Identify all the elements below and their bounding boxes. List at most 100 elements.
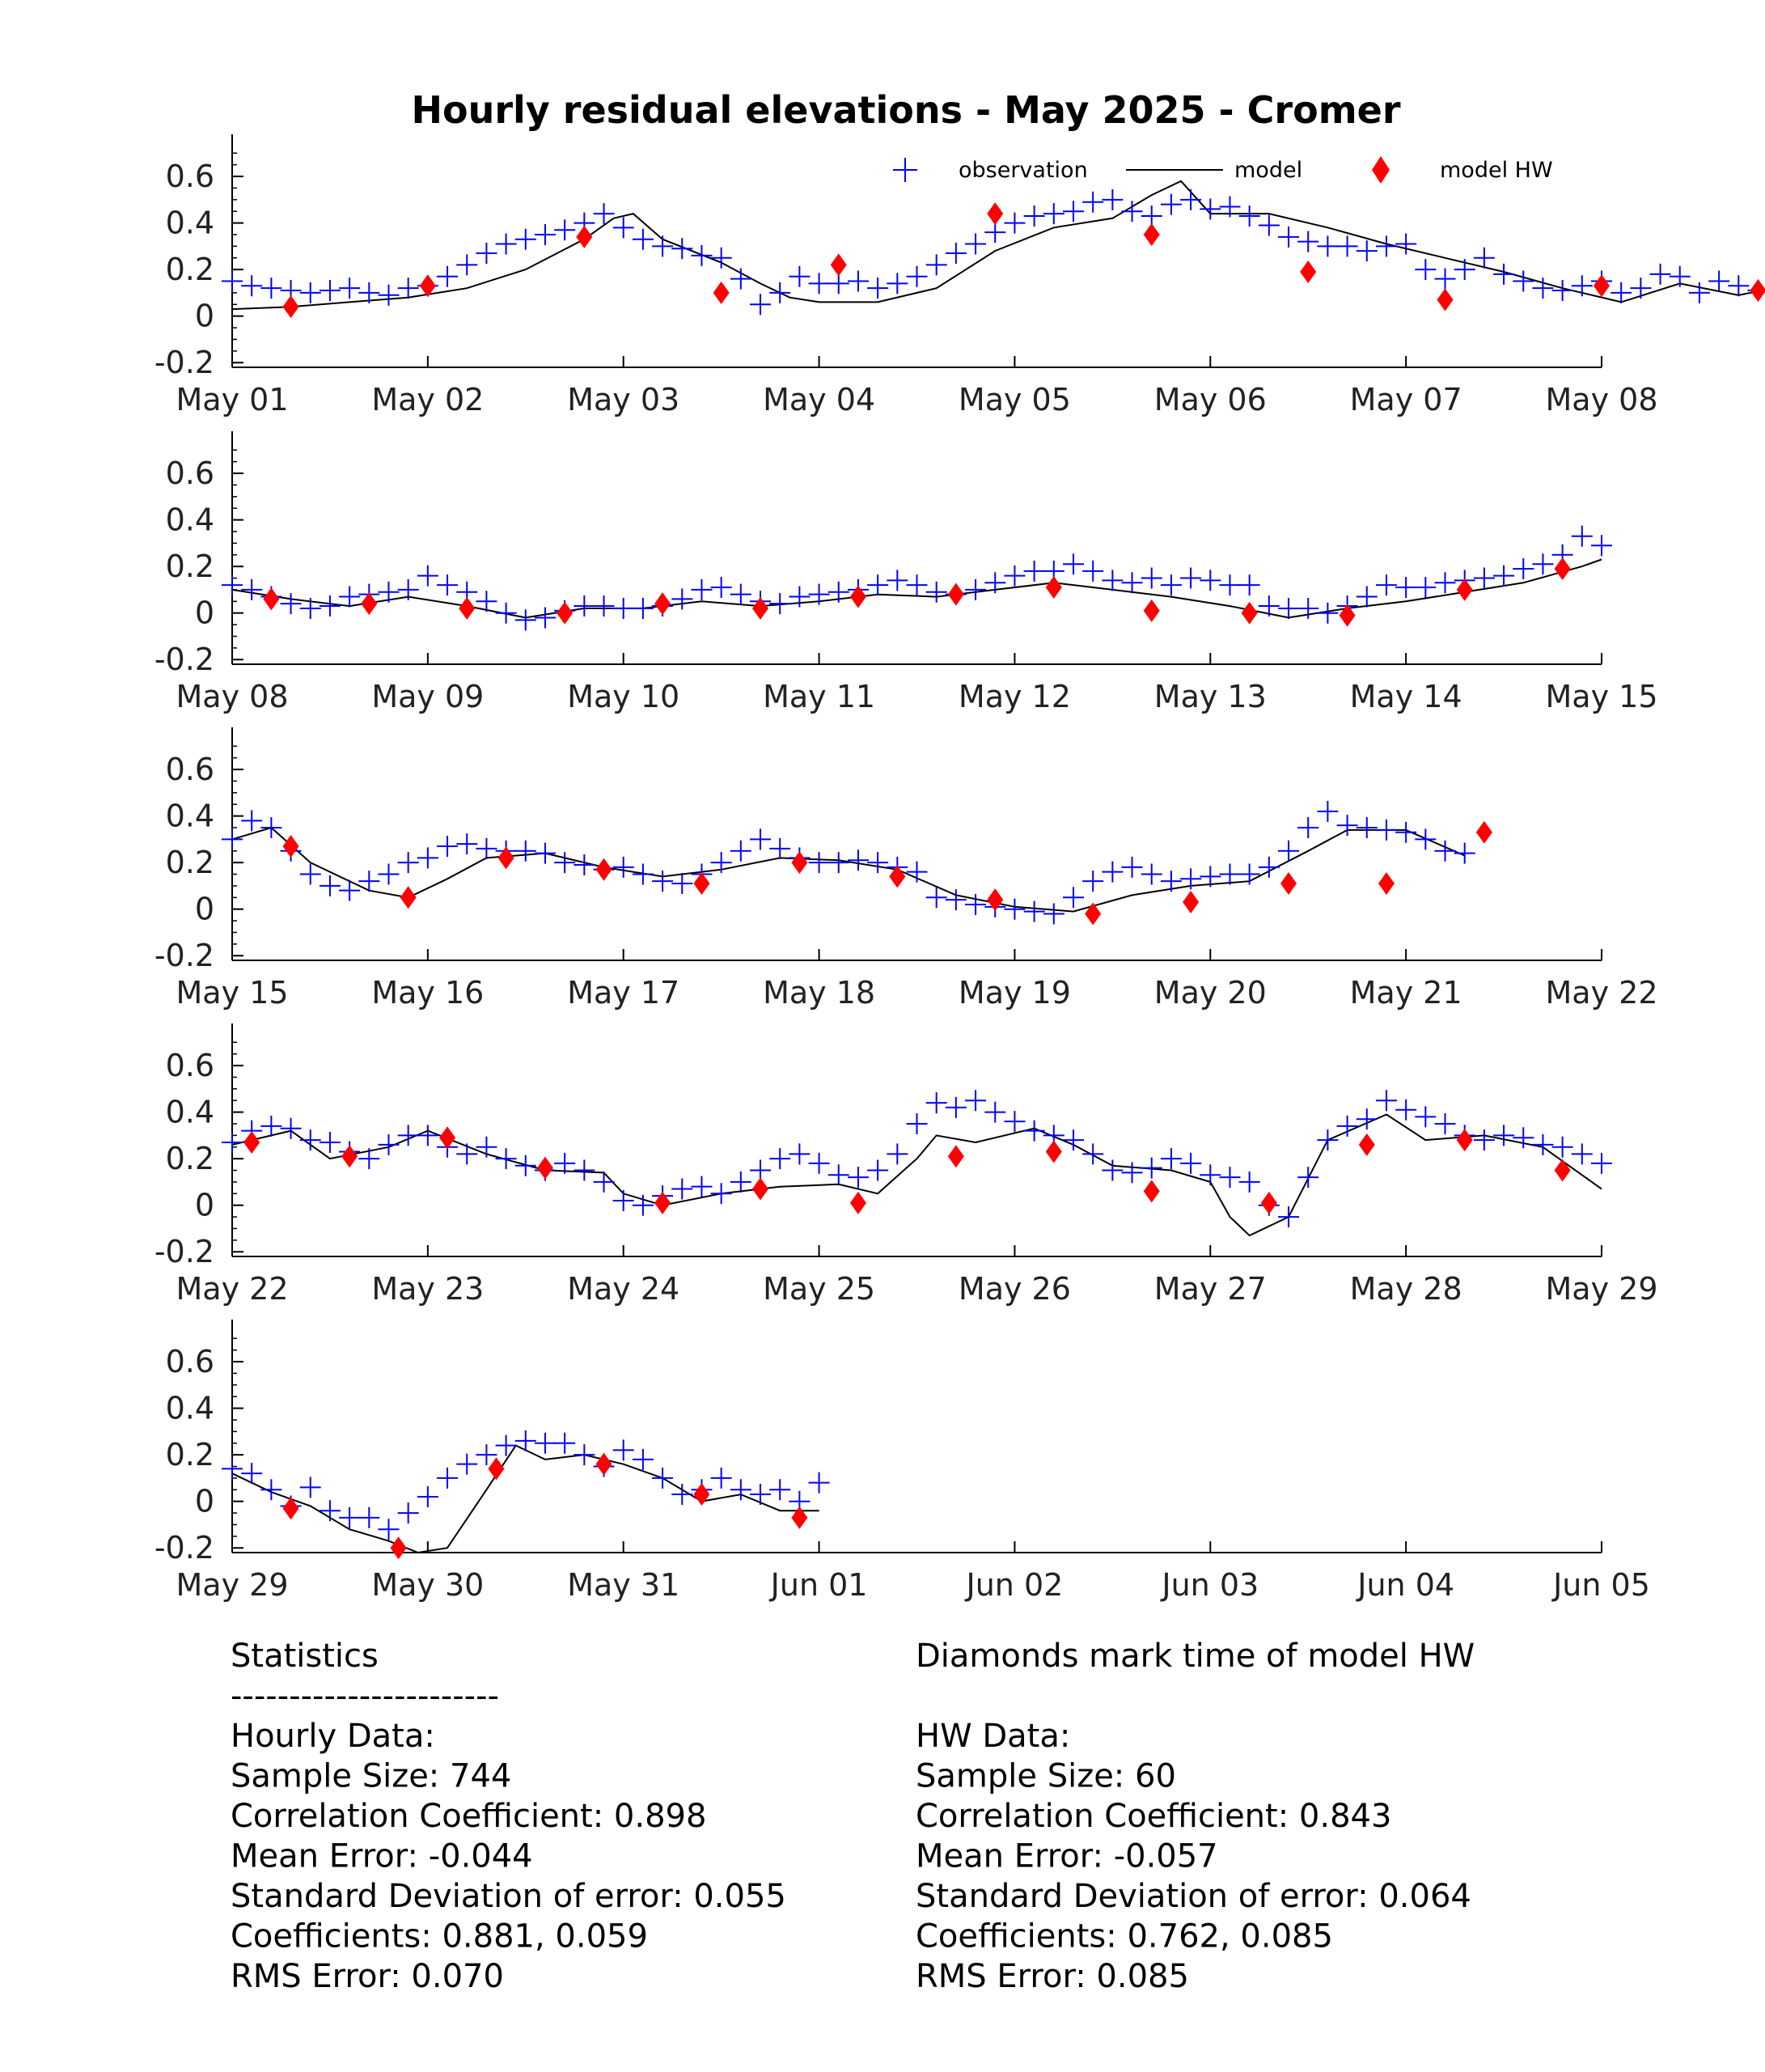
stats-line: -----------------------: [231, 1678, 499, 1715]
model-hw-point: [1183, 891, 1200, 914]
model-hw-point: [1554, 557, 1571, 581]
observation-point: [495, 1148, 517, 1170]
stats-line: Hourly Data:: [231, 1718, 435, 1755]
observation-point: [534, 1432, 556, 1454]
observation-point: [671, 873, 693, 895]
observation-point: [906, 861, 928, 883]
x-tick-label: Jun 02: [965, 1567, 1064, 1603]
observation-point: [691, 1176, 713, 1197]
x-tick-label: May 29: [176, 1567, 289, 1603]
observation-point: [1630, 278, 1652, 299]
observation-point: [260, 1115, 282, 1137]
model-hw-point: [830, 253, 847, 277]
stats-line: Coefficients: 0.762, 0.085: [916, 1918, 1333, 1955]
x-tick-label: May 22: [1546, 975, 1658, 1011]
observation-point: [495, 1434, 517, 1456]
x-tick-label: May 23: [371, 1271, 484, 1307]
observation-point: [260, 1479, 282, 1501]
observation-point: [730, 1479, 751, 1501]
model-hw-point: [1339, 604, 1356, 627]
observation-point: [378, 581, 400, 603]
observation-point: [945, 1096, 967, 1118]
observation-point: [1200, 1164, 1221, 1186]
observation-point: [847, 270, 869, 292]
observation-point: [319, 875, 341, 896]
y-tick-label: 0.2: [166, 1437, 214, 1472]
stats-line: Standard Deviation of error: 0.055: [231, 1878, 786, 1915]
x-tick-label: Jun 04: [1356, 1567, 1454, 1603]
observation-point: [358, 282, 380, 303]
y-tick-label: 0.2: [166, 1141, 214, 1176]
model-hw-point: [1456, 1129, 1473, 1152]
observation-point: [789, 586, 811, 608]
observation-point: [339, 879, 361, 901]
stats-line: Statistics: [231, 1638, 379, 1675]
chart-title: Hourly residual elevations - May 2025 - …: [411, 88, 1400, 132]
observation-point: [1375, 819, 1397, 841]
x-tick-label: May 25: [763, 1271, 875, 1307]
x-tick-label: Jun 05: [1551, 1567, 1650, 1603]
observation-point: [769, 1479, 791, 1501]
observation-point: [632, 1448, 654, 1470]
y-tick-label: 0.6: [166, 456, 214, 491]
observation-point: [554, 1432, 576, 1454]
observation-point: [867, 1159, 889, 1181]
observation-point: [612, 597, 634, 619]
observation-point: [417, 1485, 438, 1507]
observation-point: [769, 593, 791, 615]
x-tick-label: May 18: [763, 975, 875, 1011]
x-tick-label: Jun 03: [1160, 1567, 1259, 1603]
model-hw-point: [497, 846, 514, 870]
model-hw-point: [400, 886, 417, 909]
observation-point: [671, 588, 693, 610]
observation-point: [1415, 259, 1437, 281]
observation-point: [1473, 567, 1495, 589]
observation-point: [730, 268, 751, 290]
x-tick-label: May 03: [567, 382, 679, 417]
observation-point: [319, 1500, 341, 1522]
observation-point: [574, 1444, 595, 1466]
y-tick-label: 0: [195, 595, 214, 631]
observation-point: [1160, 574, 1182, 596]
observation-point: [1141, 205, 1162, 227]
model-hw-point: [595, 858, 612, 881]
x-tick-label: May 15: [1546, 679, 1658, 714]
model-hw-point: [459, 596, 476, 620]
y-tick-label: 0.4: [166, 502, 214, 538]
x-tick-label: May 09: [371, 679, 484, 714]
observation-point: [1219, 574, 1241, 596]
observation-point: [769, 837, 791, 859]
observation-point: [710, 852, 732, 874]
model-hw-point: [488, 1457, 505, 1481]
observation-point: [1493, 263, 1515, 285]
model-hw-point: [1437, 288, 1454, 311]
observation-point: [222, 828, 243, 850]
observation-point: [1062, 1129, 1084, 1151]
observation-point: [1434, 840, 1456, 862]
observation-point: [750, 1484, 772, 1506]
x-tick-label: May 28: [1350, 1271, 1462, 1307]
observation-point: [260, 278, 282, 299]
observation-point: [222, 574, 243, 596]
observation-point: [1278, 1206, 1300, 1228]
observation-point: [299, 1129, 321, 1151]
observation-point: [1219, 196, 1241, 218]
legend-model-hw: model HW: [1372, 156, 1553, 184]
legend-model-hw-marker: [1372, 156, 1390, 184]
observation-point: [730, 583, 751, 605]
model-hw-point: [1085, 902, 1102, 926]
observation-point: [593, 595, 615, 617]
observation-point: [1415, 1106, 1437, 1128]
legend-model: model: [1126, 158, 1302, 183]
model-hw-point: [282, 1497, 299, 1520]
observation-point: [1043, 903, 1065, 925]
observation-point: [378, 1519, 400, 1540]
observation-point: [1278, 226, 1300, 248]
observation-point: [887, 570, 908, 591]
observation-point: [397, 578, 419, 600]
observation-point: [437, 574, 459, 596]
observation-point: [1023, 560, 1045, 582]
